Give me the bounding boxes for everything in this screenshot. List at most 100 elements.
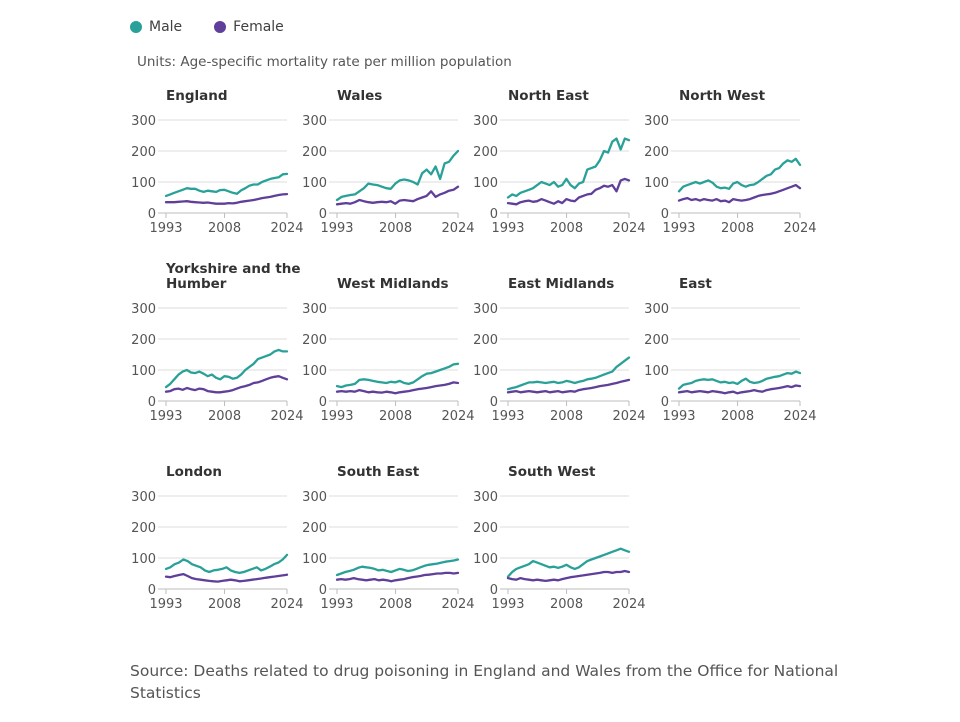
- y-tick-label: 0: [319, 583, 327, 598]
- y-tick-label: 200: [473, 333, 498, 348]
- y-tick-label: 300: [302, 302, 327, 317]
- x-tick-label: 2024: [441, 597, 474, 612]
- y-tick-label: 0: [490, 207, 498, 222]
- panel-title-south-west: South West: [508, 464, 596, 480]
- x-tick-label: 2024: [612, 597, 645, 612]
- series-line-female-london: [164, 572, 289, 583]
- y-tick-label: 200: [131, 521, 156, 536]
- y-tick-label: 0: [661, 207, 669, 222]
- x-tick-label: 1993: [491, 409, 524, 424]
- x-tick-label: 2008: [550, 221, 583, 236]
- x-tick-label: 1993: [320, 409, 353, 424]
- panel-title-west-midlands: West Midlands: [337, 276, 449, 292]
- panel-title-north-east: North East: [508, 88, 589, 104]
- legend-label-female: Female: [233, 19, 284, 35]
- series-line-female-yorkshire-and-the-humber: [164, 375, 289, 394]
- y-tick-label: 100: [644, 176, 669, 191]
- series-line-male-north-west: [677, 157, 802, 193]
- source-note: Source: Deaths related to drug poisoning…: [130, 662, 839, 702]
- x-tick-label: 2024: [441, 409, 474, 424]
- y-tick-label: 300: [473, 302, 498, 317]
- y-tick-label: 300: [302, 114, 327, 129]
- series-line-female-east: [677, 384, 802, 395]
- legend-swatch-male: [130, 21, 142, 33]
- y-tick-label: 0: [490, 583, 498, 598]
- series-line-male-east-midlands: [506, 356, 631, 391]
- y-tick-label: 100: [131, 176, 156, 191]
- series-line-female-north-east: [506, 177, 631, 206]
- series-line-female-south-west: [506, 569, 631, 583]
- units-note: Units: Age-specific mortality rate per m…: [137, 54, 512, 70]
- legend-item-male[interactable]: Male: [130, 19, 182, 35]
- y-tick-label: 200: [302, 521, 327, 536]
- x-tick-label: 1993: [491, 597, 524, 612]
- x-tick-label: 2008: [721, 221, 754, 236]
- legend-item-female[interactable]: Female: [214, 19, 284, 35]
- series-line-female-wales: [335, 185, 460, 206]
- y-tick-label: 200: [302, 145, 327, 160]
- y-tick-label: 300: [473, 490, 498, 505]
- y-tick-label: 300: [302, 490, 327, 505]
- y-tick-label: 100: [644, 364, 669, 379]
- x-tick-label: 2024: [270, 597, 303, 612]
- series-line-male-wales: [335, 149, 460, 202]
- series-line-male-south-west: [506, 547, 631, 578]
- x-tick-label: 2008: [208, 409, 241, 424]
- y-tick-label: 100: [131, 552, 156, 567]
- series-line-female-east-midlands: [506, 378, 631, 394]
- x-tick-label: 2008: [379, 409, 412, 424]
- panel-title-england: England: [166, 88, 228, 104]
- series-line-male-west-midlands: [335, 362, 460, 389]
- x-tick-label: 1993: [149, 409, 182, 424]
- x-tick-label: 1993: [149, 221, 182, 236]
- panel-title-north-west: North West: [679, 88, 766, 104]
- y-tick-label: 0: [148, 395, 156, 410]
- panel-title-south-east: South East: [337, 464, 420, 480]
- series-line-female-south-east: [335, 571, 460, 583]
- y-tick-label: 200: [131, 333, 156, 348]
- series-line-male-yorkshire-and-the-humber: [164, 348, 289, 389]
- y-tick-label: 100: [473, 552, 498, 567]
- y-tick-label: 300: [644, 114, 669, 129]
- y-tick-label: 100: [302, 176, 327, 191]
- x-tick-label: 1993: [662, 221, 695, 236]
- y-tick-label: 200: [473, 521, 498, 536]
- y-tick-label: 300: [131, 114, 156, 129]
- series-line-male-east: [677, 370, 802, 390]
- x-tick-label: 2024: [612, 221, 645, 236]
- legend-label-male: Male: [149, 19, 183, 35]
- y-tick-label: 100: [302, 364, 327, 379]
- panel-title-east-midlands: East Midlands: [508, 276, 614, 292]
- panel-title-wales: Wales: [337, 88, 382, 104]
- y-tick-label: 200: [644, 333, 669, 348]
- y-tick-label: 100: [473, 364, 498, 379]
- x-tick-label: 1993: [320, 221, 353, 236]
- y-tick-label: 100: [131, 364, 156, 379]
- x-tick-label: 2024: [441, 221, 474, 236]
- y-tick-label: 200: [644, 145, 669, 160]
- y-tick-label: 0: [319, 395, 327, 410]
- y-tick-label: 200: [302, 333, 327, 348]
- series-line-male-north-east: [506, 137, 631, 199]
- x-tick-label: 2008: [379, 597, 412, 612]
- y-tick-label: 100: [302, 552, 327, 567]
- y-tick-label: 100: [473, 176, 498, 191]
- chart-legend: Male Female: [130, 17, 316, 37]
- x-tick-label: 1993: [149, 597, 182, 612]
- x-tick-label: 2024: [783, 221, 816, 236]
- y-tick-label: 0: [490, 395, 498, 410]
- x-tick-label: 2008: [550, 597, 583, 612]
- panel-title-east: East: [679, 276, 712, 292]
- series-line-male-south-east: [335, 558, 460, 577]
- x-tick-label: 2024: [270, 409, 303, 424]
- x-tick-label: 2024: [612, 409, 645, 424]
- panel-title-london: London: [166, 464, 222, 480]
- y-tick-label: 300: [644, 302, 669, 317]
- x-tick-label: 2008: [208, 597, 241, 612]
- panel-title-yorkshire-and-the-humber: Humber: [166, 276, 227, 292]
- y-tick-label: 200: [131, 145, 156, 160]
- y-tick-label: 0: [148, 583, 156, 598]
- x-tick-label: 2008: [379, 221, 412, 236]
- y-tick-label: 0: [148, 207, 156, 222]
- y-tick-label: 0: [319, 207, 327, 222]
